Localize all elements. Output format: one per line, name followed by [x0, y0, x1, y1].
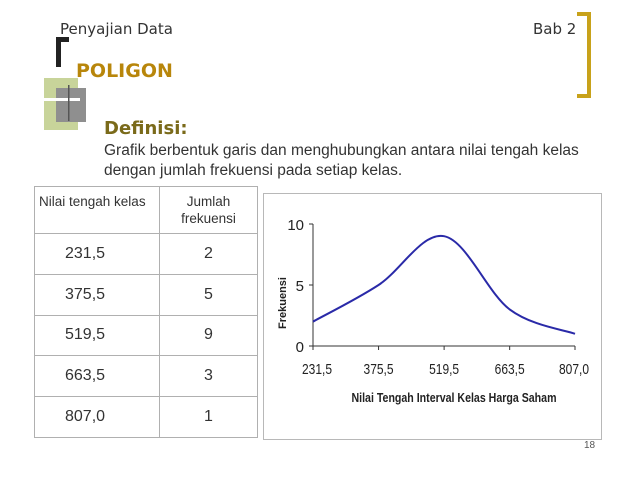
x-tick-label: 807,0 — [559, 361, 589, 378]
slide-title: POLIGON — [76, 60, 173, 82]
x-axis-label: Nilai Tengah Interval Kelas Harga Saham — [352, 390, 557, 405]
definition-heading: Definisi: — [104, 118, 188, 139]
y-tick-label: 0 — [296, 339, 304, 356]
table-cell: 3 — [159, 355, 258, 398]
polygon-chart: 0 5 10 231,5 375,5 519,5 663,5 807,0 Frekuensi Ni… — [263, 193, 602, 440]
series-line — [312, 235, 576, 335]
deco-white-line — [0, 98, 80, 101]
table-cell: 1 — [159, 396, 258, 438]
right-bracket-decoration — [577, 12, 591, 98]
definition-text: Grafik berbentuk garis dan menghubungkan… — [104, 142, 579, 179]
x-tick-label: 519,5 — [429, 361, 459, 378]
frequency-table: Nilai tengah kelas Jumlah frekuensi 231,… — [34, 186, 258, 438]
y-tick-label: 5 — [296, 278, 304, 295]
header-chapter: Bab 2 — [533, 20, 577, 38]
table-cell: 375,5 — [34, 273, 160, 316]
table-header-cell: Jumlah frekuensi — [159, 186, 258, 234]
table-header-row: Nilai tengah kelas Jumlah frekuensi — [34, 186, 258, 234]
x-tick-label: 663,5 — [495, 361, 525, 378]
table-row: 375,5 5 — [34, 273, 258, 316]
chart-svg: 0 5 10 231,5 375,5 519,5 663,5 807,0 Frekuensi Ni… — [277, 217, 589, 405]
table-cell: 9 — [159, 314, 258, 357]
deco-gray-square — [56, 88, 86, 122]
table-row: 807,0 1 — [34, 396, 258, 438]
table-row: 663,5 3 — [34, 355, 258, 398]
table-cell: 519,5 — [34, 314, 160, 357]
header-section-title: Penyajian Data — [60, 20, 173, 38]
y-axis-label: Frekuensi — [277, 277, 289, 329]
page-number: 18 — [584, 440, 596, 451]
deco-black-bar-v — [56, 37, 61, 67]
table-cell: 807,0 — [34, 396, 160, 438]
table-cell: 663,5 — [34, 355, 160, 398]
table-cell: 231,5 — [34, 233, 160, 275]
y-tick-label: 10 — [287, 217, 304, 234]
table-header-cell: Nilai tengah kelas — [34, 186, 160, 234]
table-cell: 2 — [159, 233, 258, 275]
x-tick-label: 231,5 — [302, 361, 332, 378]
table-cell: 5 — [159, 273, 258, 316]
table-row: 231,5 2 — [34, 233, 258, 275]
deco-black-bar-h — [56, 37, 69, 42]
x-tick-label: 375,5 — [364, 361, 394, 378]
decorative-corner — [0, 37, 86, 130]
table-row: 519,5 9 — [34, 314, 258, 357]
deco-thin-line — [68, 85, 70, 121]
